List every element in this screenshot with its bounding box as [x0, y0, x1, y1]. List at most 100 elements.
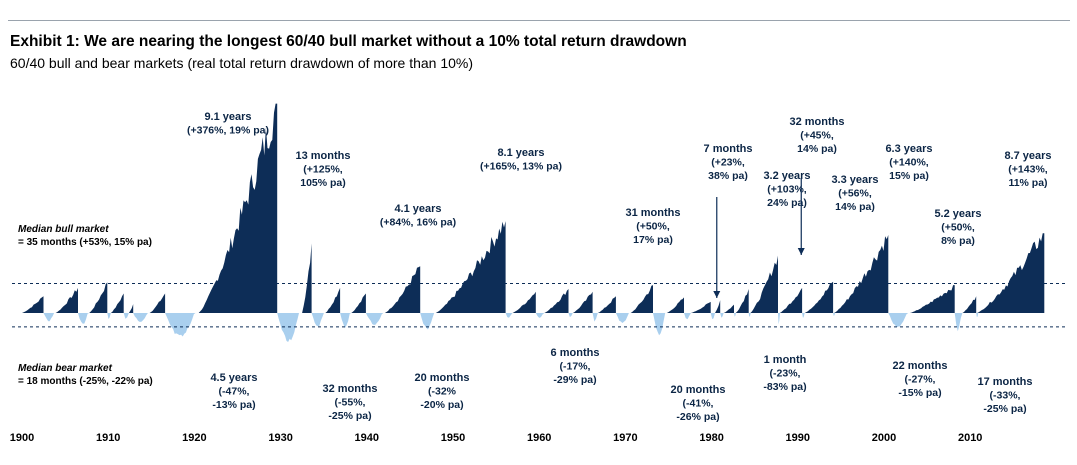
bull-label-12-line-1: (+165%, 13% pa)	[480, 161, 562, 173]
bull-market-8	[302, 243, 312, 313]
bull-label-25-line-1: (+56%,	[838, 188, 872, 200]
bear-market-25	[888, 313, 910, 328]
median-bull-value: = 35 months (+53%, 15% pa)	[18, 237, 152, 248]
top-rule	[8, 20, 1070, 21]
bull-label-29-line-2: 11% pa)	[1008, 177, 1047, 189]
bull-market-0	[22, 296, 44, 313]
bull-market-15	[572, 291, 593, 313]
bull-label-20-line-2: 38% pa)	[708, 170, 748, 182]
bull-label-25-line-0: 3.3 years	[831, 174, 878, 186]
bull-market-22	[735, 289, 749, 313]
bear-label-5-line-2: -13% pa)	[212, 399, 255, 411]
x-tick-1920: 1920	[182, 432, 206, 444]
x-tick-2000: 2000	[872, 432, 896, 444]
reference-lines	[12, 282, 1066, 328]
bull-label-24-line-0: 32 months	[789, 116, 844, 128]
bear-label-16-line-0: 20 months	[670, 384, 725, 396]
bull-label-27-line-1: (+50%,	[941, 222, 975, 234]
bear-label-10-line-1: (-32%	[428, 386, 457, 398]
bear-market-13	[568, 313, 573, 318]
bull-market-13	[512, 291, 536, 313]
bear-label-16-line-2: -26% pa)	[676, 411, 719, 423]
bear-market-12	[535, 313, 545, 318]
median-bear-label: Median bear market	[18, 363, 113, 374]
x-axis: 1900 1910 1920 1930 1940 1950 1960 1970 1980 1990…	[10, 432, 983, 444]
bear-label-14-line-0: 6 months	[551, 347, 600, 359]
bear-label-10-line-2: -20% pa)	[420, 399, 463, 411]
bull-market-29	[977, 233, 1045, 313]
bull-market-26	[834, 235, 889, 313]
bear-label-22-line-0: 1 month	[764, 354, 807, 366]
bear-market-24	[833, 313, 836, 316]
annotations: Median bull market = 35 months (+53%, 15%…	[18, 111, 1052, 423]
bear-market-21	[748, 313, 751, 317]
bull-market-14	[544, 289, 569, 313]
x-tick-1960: 1960	[527, 432, 551, 444]
arrow-1-head	[797, 248, 805, 255]
bear-market-14	[592, 313, 598, 322]
bear-market-20	[734, 313, 736, 317]
bull-label-8-line-2: 105% pa)	[300, 177, 346, 189]
bull-market-21	[723, 304, 734, 313]
bull-label-8-line-0: 13 months	[295, 150, 350, 162]
bull-label-23-line-2: 24% pa)	[767, 197, 807, 209]
bull-market-23	[750, 255, 778, 313]
bear-label-6-line-2: -25% pa)	[328, 410, 371, 422]
bear-label-6-line-1: (-55%,	[335, 397, 366, 409]
bear-label-26-line-1: (-33%,	[990, 390, 1021, 402]
bear-market-23	[802, 313, 805, 318]
bull-label-8-line-1: (+125%,	[303, 164, 342, 176]
bear-label-5-line-1: (-47%,	[219, 386, 250, 398]
bull-label-23-line-0: 3.2 years	[763, 170, 810, 182]
bear-market-0	[43, 313, 56, 322]
bull-label-23-line-1: (+103%,	[767, 184, 806, 196]
x-tick-1980: 1980	[699, 432, 723, 444]
bear-market-5	[165, 313, 199, 337]
bull-label-12-line-0: 8.1 years	[497, 147, 544, 159]
x-tick-1930: 1930	[268, 432, 292, 444]
bull-label-25-line-2: 14% pa)	[835, 201, 875, 213]
bull-label-26-line-1: (+140%,	[889, 157, 928, 169]
bull-market-11	[384, 266, 421, 313]
bear-market-18	[710, 313, 715, 320]
bull-market-4	[128, 304, 134, 313]
bull-label-20-line-0: 7 months	[704, 143, 753, 155]
bull-label-26-line-0: 6.3 years	[885, 143, 932, 155]
x-tick-2010: 2010	[958, 432, 982, 444]
x-tick-1910: 1910	[96, 432, 120, 444]
bear-market-4	[133, 313, 150, 322]
bull-market-5	[149, 293, 166, 313]
bull-label-11-line-1: (+84%, 16% pa)	[380, 217, 456, 229]
median-bull-label: Median bull market	[18, 224, 109, 235]
chart-title: Exhibit 1: We are nearing the longest 60…	[10, 33, 687, 50]
bear-market-11	[505, 313, 513, 318]
bear-market-27	[976, 313, 979, 318]
bull-market-25	[804, 281, 834, 313]
bear-label-14-line-1: (-17%,	[560, 361, 591, 373]
bear-market-19	[720, 313, 724, 318]
bear-label-26-line-2: -25% pa)	[983, 403, 1026, 415]
bull-label-11-line-0: 4.1 years	[394, 203, 441, 215]
bull-label-24-line-2: 14% pa)	[797, 143, 837, 155]
bear-market-10	[420, 313, 436, 330]
bear-label-22-line-1: (-23%,	[770, 368, 801, 380]
bear-label-25-line-1: (-27%,	[905, 374, 936, 386]
bull-label-26-line-2: 15% pa)	[889, 170, 929, 182]
bear-label-5-line-0: 4.5 years	[210, 372, 257, 384]
bull-market-16	[597, 296, 616, 313]
bear-market-1	[78, 313, 90, 324]
bull-label-7-line-0: 9.1 years	[204, 111, 251, 123]
bear-label-26-line-0: 17 months	[977, 376, 1032, 388]
bear-market-3	[123, 313, 129, 319]
bear-label-25-line-0: 22 months	[892, 360, 947, 372]
bull-label-27-line-2: 8% pa)	[941, 235, 975, 247]
bull-market-17	[630, 285, 653, 313]
bear-market-6	[277, 313, 303, 342]
bull-label-7-line-1: (+376%, 19% pa)	[187, 125, 269, 137]
bear-label-16-line-1: (-41%,	[683, 398, 714, 410]
bull-market-18	[666, 297, 684, 313]
bear-market-9	[365, 313, 385, 325]
x-tick-1990: 1990	[786, 432, 810, 444]
median-bear-value: = 18 months (-25%, -22% pa)	[18, 376, 153, 387]
